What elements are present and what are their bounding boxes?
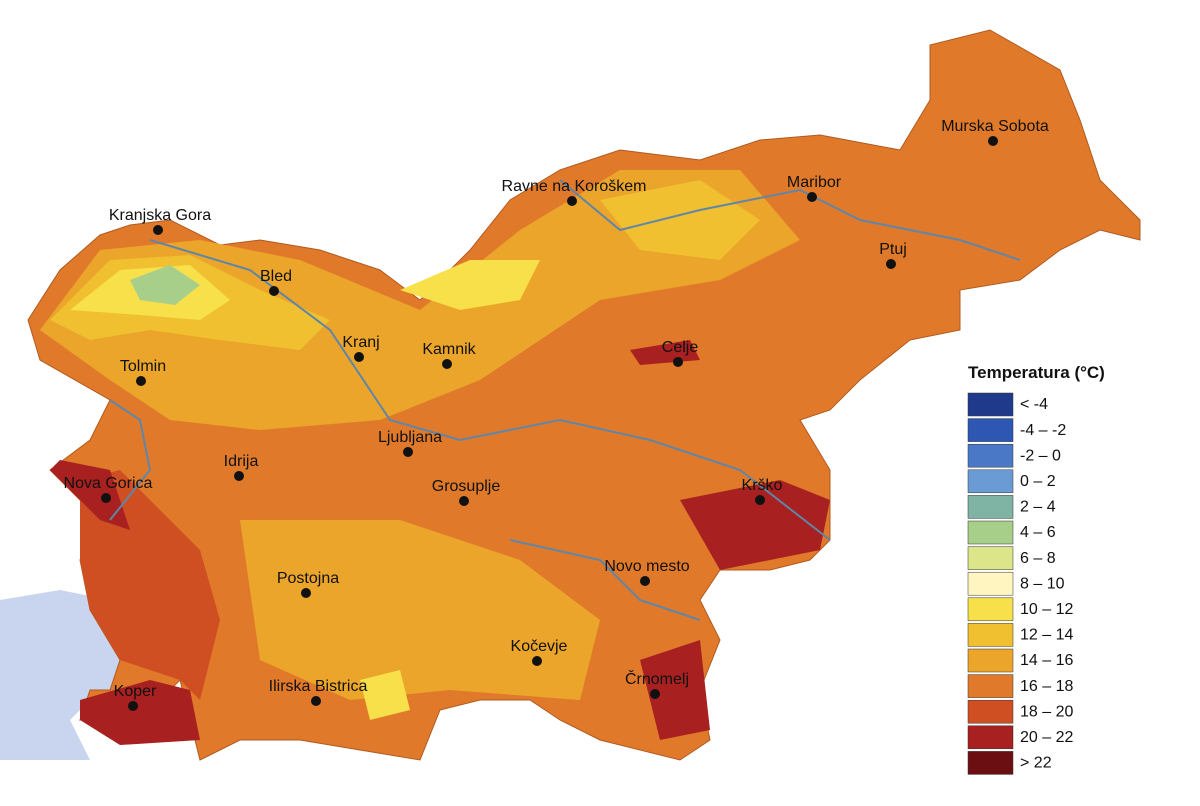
city-label: Črnomelj (625, 669, 689, 688)
city-dot (807, 192, 817, 202)
city-dot (673, 357, 683, 367)
city-label: Novo mesto (604, 558, 689, 575)
region-warm (640, 640, 710, 740)
legend-swatch (967, 648, 1014, 673)
legend-label: 2 – 4 (1020, 499, 1056, 516)
legend-label: < -4 (1020, 396, 1048, 413)
city-label: Murska Sobota (941, 118, 1049, 135)
legend-swatch (967, 418, 1014, 442)
region-mountain (600, 180, 760, 260)
legend-swatch (967, 495, 1014, 519)
city-label: Kočevje (511, 638, 568, 655)
city-dot (459, 496, 469, 506)
city-dot (311, 696, 321, 706)
legend-swatch (967, 623, 1014, 647)
city-dot (886, 259, 896, 269)
city-dot (532, 656, 542, 666)
city-dot (269, 286, 279, 296)
city-label: Idrija (224, 453, 259, 470)
legend-swatch (967, 546, 1014, 570)
region-peak (130, 265, 200, 305)
city-label: Ilirska Bistrica (269, 678, 368, 695)
city-label: Celje (662, 339, 699, 356)
region-warm (80, 470, 220, 700)
city-dot (101, 493, 111, 503)
city-dot (567, 196, 577, 206)
city-dot (755, 495, 765, 505)
cities: Murska Sobota Maribor Ptuj Ravne na Koroške… (64, 118, 1049, 711)
city-label: Maribor (787, 174, 842, 191)
legend-swatch (967, 751, 1014, 775)
city-dot (136, 376, 146, 386)
region-mountain (400, 260, 540, 310)
legend-label: 6 – 8 (1020, 550, 1056, 567)
city-dot (153, 225, 163, 235)
legend-label: -4 – -2 (1020, 422, 1066, 439)
city-label: Koper (114, 683, 157, 700)
legend-swatch (967, 520, 1014, 545)
legend-swatch (967, 597, 1014, 622)
city-label: Kranjska Gora (109, 207, 211, 224)
legend-swatch (967, 469, 1014, 494)
legend-label: 12 – 14 (1020, 627, 1073, 644)
city-label: Kranj (342, 334, 379, 351)
region-south (240, 520, 600, 700)
city-label: Krško (742, 477, 783, 494)
city-dot (650, 689, 660, 699)
legend-label: 4 – 6 (1020, 524, 1056, 541)
city-label: Nova Gorica (64, 475, 153, 492)
legend-label: 16 – 18 (1020, 678, 1073, 695)
legend-swatch (967, 571, 1014, 596)
legend-title: Temperatura (°C) (968, 363, 1105, 382)
city-label: Bled (260, 268, 292, 285)
city-label: Ljubljana (378, 429, 442, 446)
legend-label: 14 – 16 (1020, 652, 1073, 669)
city-dot (128, 701, 138, 711)
city-label: Grosuplje (432, 478, 501, 495)
city-label: Ptuj (879, 241, 907, 258)
region-warm (50, 460, 130, 530)
city-dot (301, 588, 311, 598)
legend: < -4 -4 – -2 -2 – 0 0 – 2 2 – 4 4 – 6 6 – 8 8 –… (967, 392, 1073, 775)
city-dot (354, 352, 364, 362)
city-dot (640, 576, 650, 586)
legend-label: 18 – 20 (1020, 703, 1073, 720)
city-label: Kamnik (422, 341, 476, 358)
region-warm (630, 340, 700, 365)
region-warm (680, 480, 830, 570)
legend-swatch (967, 674, 1014, 698)
legend-swatch (967, 699, 1014, 724)
legend-label: 8 – 10 (1020, 575, 1065, 592)
legend-swatch (967, 392, 1014, 417)
region-cooler (40, 170, 800, 430)
legend-label: 10 – 12 (1020, 601, 1073, 618)
city-dot (403, 447, 413, 457)
legend-label: 0 – 2 (1020, 473, 1056, 490)
region-mild (360, 670, 410, 720)
city-label: Postojna (277, 570, 339, 587)
legend-label: -2 – 0 (1020, 447, 1061, 464)
city-label: Ravne na Koroškem (502, 178, 647, 195)
region-warm (80, 680, 200, 745)
legend-swatch (967, 725, 1014, 750)
legend-label: > 22 (1020, 755, 1052, 772)
city-dot (442, 359, 452, 369)
legend-label: 20 – 22 (1020, 729, 1073, 746)
city-label: Tolmin (120, 358, 166, 375)
city-dot (988, 136, 998, 146)
legend-swatch (967, 443, 1014, 468)
city-dot (234, 471, 244, 481)
